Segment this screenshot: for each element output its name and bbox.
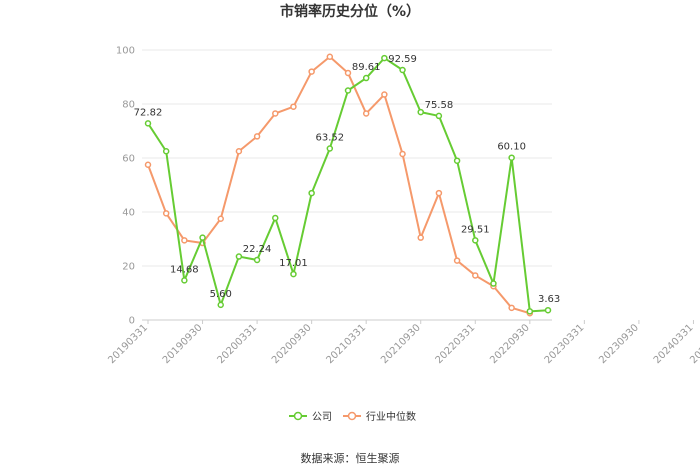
- data-point-company: [544, 306, 552, 314]
- data-point-company: [362, 74, 370, 82]
- legend-item-industry[interactable]: 行业中位数: [343, 410, 416, 423]
- data-point-company: [199, 234, 206, 241]
- data-point-company: [162, 148, 170, 155]
- data-label: 60.10: [497, 142, 526, 153]
- x-tick-label: 20210930: [379, 322, 423, 366]
- axis-layer: 0 20 40 60 80 100 20190331 20190930 20200331 2020…: [106, 46, 700, 367]
- data-point-company: [344, 87, 352, 94]
- data-point-industry: [399, 150, 406, 158]
- data-point-company: [326, 145, 334, 152]
- data-point-company: [490, 280, 497, 287]
- x-tick-label: 20190930: [161, 322, 205, 366]
- legend-company-marker: [293, 411, 303, 421]
- data-point-industry: [181, 237, 188, 244]
- data-label: 89.61: [352, 62, 381, 73]
- source-note: 数据来源：恒生聚源: [301, 451, 400, 465]
- x-tick-label: 20220930: [488, 322, 532, 366]
- x-tick-label: 20200930: [270, 322, 314, 366]
- legend-company-label: 公司: [312, 412, 332, 423]
- data-point-company: [508, 154, 515, 161]
- data-point-company: [181, 277, 188, 284]
- data-point-industry: [217, 215, 224, 222]
- data-point-company: [417, 108, 424, 116]
- legend-item-company[interactable]: 公司: [289, 411, 332, 423]
- data-point-industry: [308, 68, 315, 75]
- data-label: 22.24: [243, 244, 272, 255]
- data-point-industry: [508, 304, 515, 312]
- y-tick-label: 0: [129, 316, 135, 327]
- data-point-industry: [472, 272, 479, 279]
- series-line-company: [147, 57, 549, 313]
- series-line-industry: [147, 55, 531, 315]
- y-tick-label: 60: [122, 154, 135, 165]
- data-point-company: [472, 237, 479, 244]
- chart-title: 市销率历史分位（%）: [280, 3, 420, 20]
- data-point-company: [217, 301, 224, 309]
- x-tick-label: 20200331: [215, 322, 259, 366]
- data-point-company: [272, 214, 279, 222]
- y-tick-label: 80: [122, 100, 135, 111]
- data-point-industry: [362, 110, 370, 117]
- data-label: 3.63: [538, 294, 560, 305]
- legend-industry-label: 行业中位数: [366, 410, 416, 423]
- data-point-industry: [290, 103, 297, 110]
- data-label: 29.51: [461, 224, 490, 235]
- data-point-industry: [435, 189, 443, 197]
- data-point-company: [144, 120, 152, 127]
- data-point-industry: [253, 133, 261, 140]
- legend-industry-marker: [347, 411, 357, 421]
- x-tick-label: 20210331: [325, 322, 369, 366]
- data-point-industry: [417, 234, 424, 241]
- data-point-industry: [381, 91, 388, 98]
- data-label: 17.01: [279, 258, 308, 269]
- data-label: 63.52: [315, 132, 344, 143]
- data-label: 75.58: [425, 100, 454, 111]
- data-point-company: [308, 189, 315, 197]
- x-tick-label: 20220331: [434, 322, 478, 366]
- series-layer: [144, 53, 552, 317]
- x-tick-label: 20230331: [543, 322, 587, 366]
- data-point-industry: [162, 210, 170, 217]
- data-label: 92.59: [388, 54, 417, 65]
- data-point-industry: [144, 161, 152, 168]
- data-point-industry: [272, 110, 279, 117]
- legend: 公司 行业中位数: [289, 410, 416, 423]
- data-point-company: [235, 253, 243, 260]
- data-label: 72.82: [134, 107, 163, 118]
- data-label: 14.68: [170, 264, 199, 275]
- x-tick-label: 20230930: [597, 322, 641, 366]
- data-point-company: [381, 54, 388, 62]
- data-label-layer: 72.82 14.68 5.60 22.24 17.01 63.52 89.61 92.59 7…: [134, 54, 561, 305]
- data-point-company: [526, 308, 534, 315]
- y-tick-label: 100: [116, 46, 135, 57]
- data-point-company: [290, 270, 297, 278]
- data-point-company: [453, 157, 461, 164]
- data-point-company: [253, 256, 261, 264]
- data-point-industry: [344, 69, 352, 77]
- x-tick-label: 20190331: [106, 322, 150, 366]
- data-point-company: [435, 112, 443, 120]
- data-point-industry: [235, 148, 243, 155]
- data-point-industry: [453, 257, 461, 264]
- y-tick-label: 40: [122, 208, 135, 219]
- data-point-industry: [326, 53, 334, 60]
- data-label: 5.60: [210, 289, 232, 300]
- y-tick-label: 20: [122, 262, 135, 273]
- data-point-company: [399, 66, 406, 74]
